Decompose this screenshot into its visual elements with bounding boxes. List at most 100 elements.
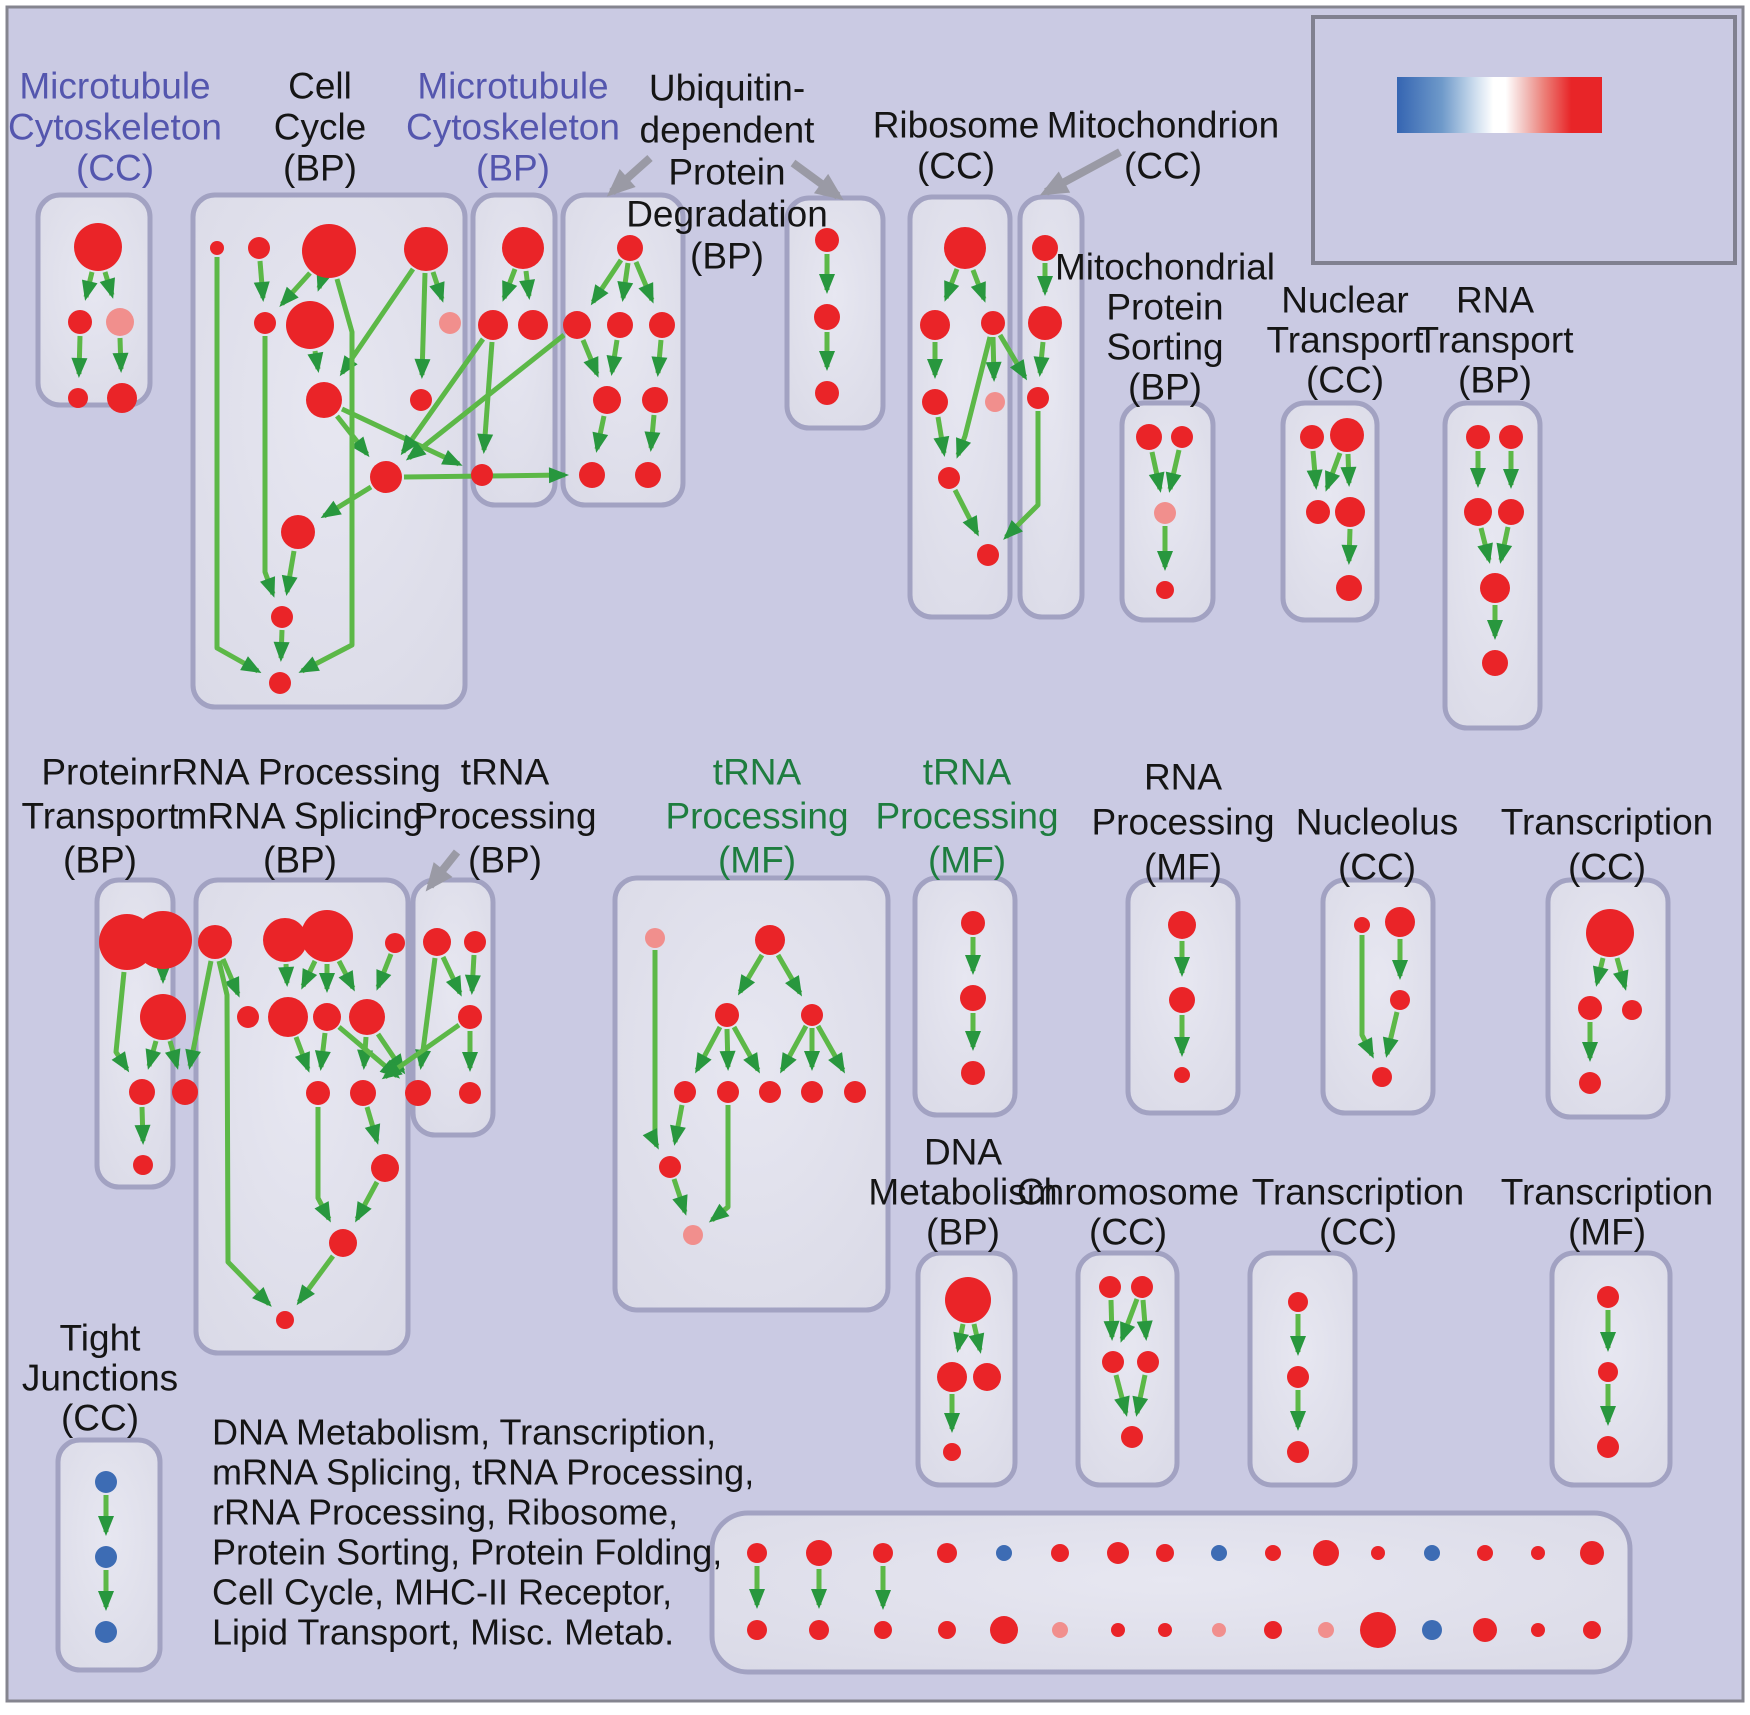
transcription-cc-1-edge xyxy=(1613,957,1629,991)
protein-transport-bp-edge xyxy=(134,1106,151,1145)
bottom-strip-node xyxy=(1264,1621,1282,1639)
mitochondrion-cc-label: (CC) xyxy=(1124,146,1202,187)
bottom-strip-node xyxy=(809,1620,829,1640)
ribosome-cc-node xyxy=(977,544,999,566)
cell-cycle-bp-label: Cell xyxy=(288,66,352,107)
nucleolus-cc-node xyxy=(1390,990,1410,1010)
cell-cycle-bp-edge xyxy=(429,271,445,303)
trna-processing-mf-1-node xyxy=(645,928,665,948)
nuclear-transport-cc-node xyxy=(1330,418,1364,452)
nuclear-transport-cc-node xyxy=(1300,425,1324,449)
rna-processing-mf-node xyxy=(1169,987,1195,1013)
trna-processing-mf-2-node xyxy=(961,1061,985,1085)
nucleolus-cc-label: (CC) xyxy=(1338,847,1416,888)
rrna-processing-mrna-splicing-bp-edge xyxy=(336,959,356,992)
mitochondrial-protein-sorting-bp-label: Protein xyxy=(1106,287,1223,328)
trna-processing-mf-1-edge xyxy=(815,1024,846,1074)
cell-cycle-bp-node xyxy=(404,227,448,271)
microtubule-cytoskeleton-bp-label: Microtubule xyxy=(417,66,608,107)
chromosome-cc-node xyxy=(1102,1351,1124,1373)
bottom-strip-node xyxy=(1212,1623,1226,1637)
microtubule-cytoskeleton-cc-label: Microtubule xyxy=(19,66,210,107)
cell-cycle-bp-edge xyxy=(279,271,312,307)
ubiquitin-dependent-protein-degradation-bp-edge xyxy=(633,261,655,304)
microtubule-cytoskeleton-bp-node xyxy=(478,310,508,340)
nuclear-transport-cc-edge xyxy=(1324,452,1343,492)
cell-cycle-bp-node xyxy=(306,382,342,418)
microtubule-cytoskeleton-cc-node xyxy=(107,383,137,413)
ubiquitin-dependent-protein-degradation-bp-edge xyxy=(651,339,668,377)
ribosome-cc-label: (CC) xyxy=(917,146,995,187)
mitochondrial-protein-sorting-bp-node xyxy=(1154,502,1176,524)
cross-edge xyxy=(340,406,463,467)
note-line: DNA Metabolism, Transcription, xyxy=(212,1412,716,1453)
mitochondrion-cc-node xyxy=(1032,235,1058,261)
mitochondrial-protein-sorting-bp-node xyxy=(1136,424,1162,450)
ubiquitin-dependent-protein-degradation-bp-edge xyxy=(590,258,624,306)
transcription-cc-2-node xyxy=(1287,1366,1309,1388)
rna-transport-bp-label: (BP) xyxy=(1458,360,1532,401)
protein-transport-bp-node xyxy=(140,994,186,1040)
ubiquitin-dependent-protein-degradation-bp-label: (BP) xyxy=(690,236,764,277)
protein-transport-bp-node xyxy=(133,1155,153,1175)
bottom-strip-node xyxy=(1531,1546,1545,1560)
mitochondrion-cc-box xyxy=(1017,194,1085,620)
protein-transport-bp-edge xyxy=(145,1040,162,1070)
rna-transport-bp-edge xyxy=(1496,526,1513,564)
ubiquitin-dependent-protein-degradation-bp-edge xyxy=(644,414,661,452)
tight-junctions-cc-label: (CC) xyxy=(61,1398,139,1439)
transcription-mf-node xyxy=(1598,1362,1618,1382)
cell-cycle-bp-edge xyxy=(253,260,270,302)
transcription-cc-2-label: (CC) xyxy=(1319,1212,1397,1253)
ribosome-cc-edge xyxy=(985,336,1002,382)
transcription-cc-1-edge xyxy=(1592,957,1609,987)
cross-edge xyxy=(400,337,486,456)
bottom-strip-node xyxy=(747,1620,767,1640)
microtubule-cytoskeleton-bp-node xyxy=(518,310,548,340)
transcription-cc-1-node xyxy=(1586,909,1634,957)
rrna-processing-mrna-splicing-bp-node xyxy=(276,1311,294,1329)
cell-cycle-bp-edge xyxy=(281,550,298,596)
trna-processing-mf-2-node xyxy=(961,911,985,935)
note-line: Lipid Transport, Misc. Metab. xyxy=(212,1612,674,1653)
ribosome-cc-edge xyxy=(943,268,960,302)
trna-processing-mf-1-label: tRNA xyxy=(713,752,802,793)
nuclear-transport-cc-box xyxy=(1280,400,1380,623)
bottom-strip-node xyxy=(937,1543,957,1563)
microtubule-cytoskeleton-cc-edge xyxy=(71,335,88,378)
trna-processing-mf-1-edge xyxy=(779,1024,809,1074)
transcription-mf-node xyxy=(1597,1436,1619,1458)
trna-processing-mf-1-edge xyxy=(694,1025,723,1074)
ribosome-cc-node xyxy=(938,467,960,489)
nodes xyxy=(68,223,1642,1648)
bottom-strip-node xyxy=(747,1543,767,1563)
trna-processing-mf-1-node xyxy=(683,1225,703,1245)
nucleolus-cc-node xyxy=(1385,907,1415,937)
trna-processing-bp-edge xyxy=(464,954,481,995)
trna-processing-mf-1-node xyxy=(674,1081,696,1103)
ubiquitin-dependent-protein-degradation-bp-edge xyxy=(617,262,634,302)
mitochondrial-protein-sorting-bp-edge xyxy=(1148,451,1165,493)
trna-processing-bp-node xyxy=(405,1080,431,1106)
bottom-strip-node xyxy=(1158,1623,1172,1637)
label-pointer-arrow xyxy=(1039,148,1122,196)
nuclear-transport-cc-node xyxy=(1306,500,1330,524)
ubiquitin-dependent-protein-degradation-bp-node xyxy=(617,235,643,261)
cell-cycle-bp-node xyxy=(439,312,461,334)
cell-cycle-bp-node xyxy=(281,515,315,549)
annotations xyxy=(425,15,1737,892)
cross-edge xyxy=(164,1040,181,1070)
ribosome-cc-edge xyxy=(955,336,993,459)
ubiquitin-dependent-protein-degradation-bp-label: dependent xyxy=(640,110,816,151)
chromosome-cc-edge xyxy=(1119,1298,1140,1343)
rna-transport-bp-node xyxy=(1466,425,1490,449)
rrna-processing-mrna-splicing-bp-node xyxy=(349,999,385,1035)
cell-cycle-bp-node xyxy=(286,301,334,349)
trna-processing-mf-1-edge xyxy=(731,1025,761,1074)
chromosome-cc-box xyxy=(1075,1250,1180,1488)
microtubule-cytoskeleton-bp-node xyxy=(471,464,493,486)
bottom-strip-node xyxy=(1318,1622,1334,1638)
transcription-cc-1-label: Transcription xyxy=(1501,802,1713,843)
cross-edge xyxy=(997,333,1028,381)
